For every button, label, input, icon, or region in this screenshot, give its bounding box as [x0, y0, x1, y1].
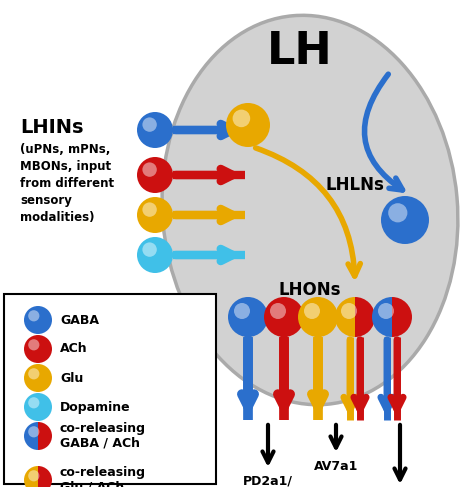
Text: co-releasing
Glu / ACh: co-releasing Glu / ACh — [60, 466, 146, 487]
Circle shape — [24, 335, 52, 363]
Circle shape — [270, 303, 286, 319]
Text: Dopamine: Dopamine — [60, 400, 131, 413]
Wedge shape — [392, 297, 412, 337]
Wedge shape — [38, 466, 52, 487]
Circle shape — [142, 243, 157, 257]
Circle shape — [137, 112, 173, 148]
Circle shape — [142, 117, 157, 132]
Circle shape — [142, 162, 157, 177]
FancyArrowPatch shape — [365, 74, 402, 190]
Circle shape — [24, 306, 52, 334]
Circle shape — [298, 297, 338, 337]
Wedge shape — [24, 422, 38, 450]
Circle shape — [28, 397, 39, 409]
Text: Glu: Glu — [60, 372, 83, 385]
Circle shape — [28, 470, 39, 482]
Text: PD2a1/
b1: PD2a1/ b1 — [243, 475, 293, 487]
Circle shape — [137, 197, 173, 233]
Circle shape — [24, 393, 52, 421]
Circle shape — [264, 297, 304, 337]
Circle shape — [226, 103, 270, 147]
Circle shape — [28, 339, 39, 351]
Text: LH: LH — [267, 30, 333, 73]
Circle shape — [304, 303, 320, 319]
Text: (uPNs, mPNs,
MBONs, input
from different
sensory
modalities): (uPNs, mPNs, MBONs, input from different… — [20, 143, 114, 224]
Circle shape — [137, 157, 173, 193]
Text: co-releasing
GABA / ACh: co-releasing GABA / ACh — [60, 422, 146, 450]
Circle shape — [341, 303, 357, 319]
Circle shape — [228, 297, 268, 337]
Circle shape — [233, 110, 250, 127]
Text: LHLNs: LHLNs — [326, 176, 384, 194]
Wedge shape — [24, 466, 38, 487]
Wedge shape — [38, 422, 52, 450]
Ellipse shape — [162, 15, 458, 405]
Circle shape — [28, 426, 39, 437]
Circle shape — [381, 196, 429, 244]
Text: LHONs: LHONs — [279, 281, 341, 299]
Circle shape — [137, 237, 173, 273]
FancyBboxPatch shape — [4, 294, 216, 484]
Circle shape — [28, 310, 39, 321]
Wedge shape — [355, 297, 375, 337]
Wedge shape — [335, 297, 355, 337]
Text: GABA: GABA — [60, 314, 99, 326]
Circle shape — [24, 364, 52, 392]
Text: LHINs: LHINs — [20, 118, 83, 137]
Text: ACh: ACh — [60, 342, 88, 356]
FancyArrowPatch shape — [255, 148, 360, 276]
Circle shape — [388, 203, 407, 223]
Circle shape — [378, 303, 394, 319]
Text: AV7a1: AV7a1 — [314, 460, 358, 473]
Circle shape — [234, 303, 250, 319]
Circle shape — [28, 368, 39, 379]
Circle shape — [142, 203, 157, 217]
Wedge shape — [372, 297, 392, 337]
